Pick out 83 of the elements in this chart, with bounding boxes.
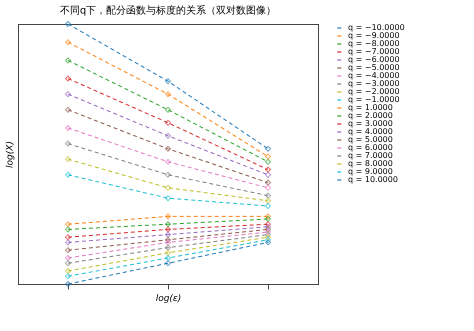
legend-label: q = 7.0000 — [348, 151, 393, 160]
point — [265, 224, 271, 230]
point — [265, 172, 271, 178]
chart-title: 不同q下，配分函数与标度的关系（双对数图像） — [60, 4, 276, 16]
legend-label: q = −5.0000 — [348, 63, 400, 72]
point — [65, 125, 71, 131]
point — [165, 184, 171, 191]
point — [165, 91, 171, 98]
point — [265, 203, 271, 209]
point — [65, 247, 71, 254]
legend-label: q = −4.0000 — [348, 71, 400, 80]
point — [165, 244, 171, 251]
point — [65, 268, 71, 274]
point — [165, 195, 171, 202]
y-axis-title: log(X) — [6, 141, 16, 168]
point — [65, 226, 71, 232]
point — [65, 140, 71, 147]
point — [265, 213, 271, 220]
legend-label: q = −1.0000 — [348, 95, 400, 104]
legend-label: q = 5.0000 — [348, 135, 393, 144]
legend-label: q = 10.0000 — [348, 175, 398, 184]
point — [165, 172, 171, 178]
point — [265, 221, 271, 228]
point — [65, 273, 71, 280]
point — [165, 250, 171, 256]
point — [165, 120, 171, 126]
point — [265, 198, 271, 204]
point — [165, 232, 171, 238]
point — [165, 213, 171, 220]
legend-label: q = 8.0000 — [348, 159, 393, 168]
point — [65, 91, 71, 98]
legend-label: q = −7.0000 — [348, 47, 400, 56]
point — [265, 180, 271, 186]
point — [65, 281, 71, 287]
point — [65, 57, 71, 64]
point — [265, 229, 271, 235]
legend-label: q = −9.0000 — [348, 31, 400, 40]
point — [65, 260, 71, 266]
point — [65, 221, 71, 228]
x-axis-title: log(ε) — [156, 294, 182, 304]
legend-label: q = 2.0000 — [348, 111, 393, 120]
point — [265, 158, 271, 165]
point — [65, 76, 71, 82]
point — [165, 158, 171, 165]
point — [265, 184, 271, 191]
legend-label: q = −10.0000 — [348, 23, 405, 32]
point — [265, 146, 271, 152]
legend-label: q = 6.0000 — [348, 143, 393, 152]
point — [165, 78, 171, 84]
point — [65, 156, 71, 162]
point — [65, 239, 71, 246]
point — [265, 216, 271, 222]
point — [65, 39, 71, 46]
point — [265, 166, 271, 173]
legend-label: q = 4.0000 — [348, 127, 393, 136]
point — [165, 260, 171, 266]
legend-label: q = −8.0000 — [348, 39, 400, 48]
legend-label: q = 9.0000 — [348, 167, 393, 176]
point — [65, 21, 71, 27]
point — [165, 221, 171, 228]
point — [65, 234, 71, 240]
point — [265, 154, 271, 160]
legend-label: q = −6.0000 — [348, 55, 400, 64]
point — [165, 236, 171, 243]
legend-label: q = 1.0000 — [348, 103, 393, 112]
point — [265, 236, 271, 243]
point — [65, 172, 71, 178]
legend-label: q = −3.0000 — [348, 79, 400, 88]
point — [165, 132, 171, 139]
point — [165, 255, 171, 261]
point — [265, 192, 271, 199]
point — [165, 146, 171, 152]
point — [265, 232, 271, 238]
legend-label: q = −2.0000 — [348, 87, 400, 96]
point — [165, 106, 171, 113]
point — [65, 255, 71, 261]
point — [165, 226, 171, 232]
point — [265, 226, 271, 232]
legend-label: q = 3.0000 — [348, 119, 393, 128]
point — [65, 106, 71, 113]
point — [265, 234, 271, 240]
point — [265, 239, 271, 246]
point — [165, 239, 171, 246]
